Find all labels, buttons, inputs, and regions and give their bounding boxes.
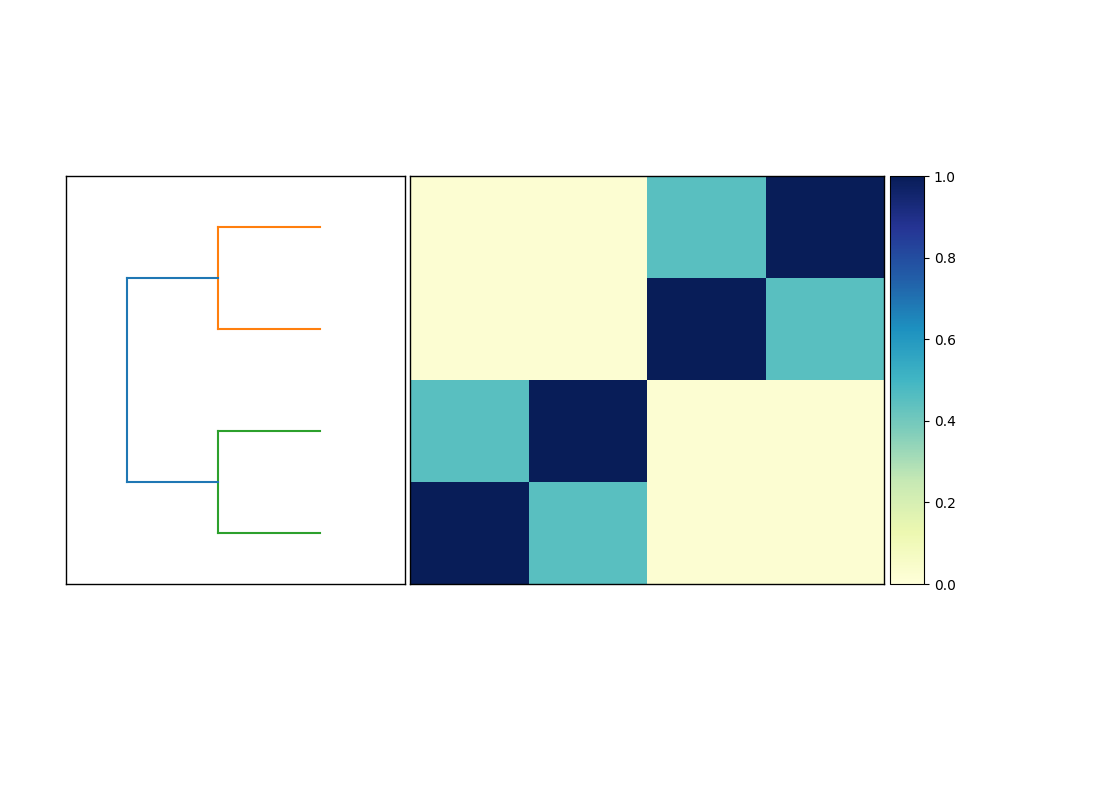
Text: 2: 2 <box>411 524 422 542</box>
Text: 1: 1 <box>411 218 422 236</box>
Text: 0: 0 <box>411 422 422 440</box>
Text: 3: 3 <box>411 320 422 338</box>
